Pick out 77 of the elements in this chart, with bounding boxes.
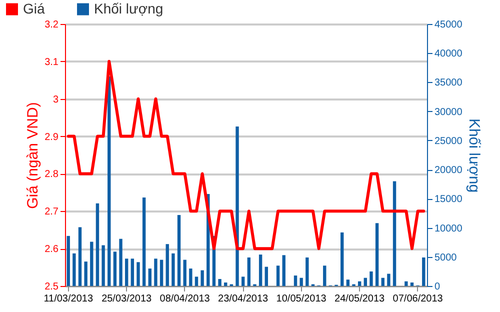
y2-tick-label: 30000 xyxy=(434,106,463,118)
x-tick-label: 25/03/2013 xyxy=(102,294,152,304)
bar xyxy=(130,258,134,286)
bar xyxy=(78,227,82,286)
bar xyxy=(113,252,117,286)
bar xyxy=(404,281,408,286)
bar xyxy=(84,262,88,286)
bar xyxy=(194,276,198,286)
bar xyxy=(276,266,280,286)
y2-tick-label: 35000 xyxy=(434,78,463,89)
bar xyxy=(358,281,362,286)
bar xyxy=(340,232,344,286)
x-tick-label: 07/06/2013 xyxy=(392,294,444,304)
y-tick-label: 3.1 xyxy=(44,56,59,68)
x-tick-label: 11/03/2013 xyxy=(44,294,94,304)
bar xyxy=(218,279,222,286)
bar xyxy=(300,278,303,286)
bar xyxy=(72,253,76,286)
bar xyxy=(124,258,128,286)
x-tick-label: 08/04/2013 xyxy=(160,294,210,304)
x-tick-label: 10/05/2013 xyxy=(276,294,327,304)
y2-tick-label: 10000 xyxy=(434,223,463,234)
y2-tick-label: 25000 xyxy=(434,136,463,147)
bar xyxy=(108,76,111,286)
y2-tick-label: 0 xyxy=(434,282,440,292)
bar xyxy=(387,274,390,286)
bar xyxy=(119,238,122,286)
bar xyxy=(294,276,298,286)
bar xyxy=(370,271,373,286)
bar xyxy=(258,254,262,286)
bar xyxy=(142,198,146,286)
bar xyxy=(66,236,70,286)
y-axis-title: Giá (ngàn VND) xyxy=(24,102,42,209)
y2-tick-label: 40000 xyxy=(434,48,463,60)
bar xyxy=(247,257,251,286)
y-tick-label: 3.2 xyxy=(44,20,59,30)
legend-label: Khối lượng xyxy=(94,0,164,16)
bar xyxy=(189,268,192,286)
x-tick-label: 23/04/2013 xyxy=(218,294,269,304)
bar xyxy=(323,266,326,286)
bar xyxy=(200,270,204,286)
bar xyxy=(392,181,396,286)
y2-axis-title: Khối lượng xyxy=(465,118,482,193)
y-tick-label: 2.7 xyxy=(44,206,59,218)
bar xyxy=(224,282,228,286)
bar xyxy=(306,257,309,286)
y-tick-label: 2.8 xyxy=(44,169,59,180)
bar xyxy=(381,278,384,286)
bar xyxy=(241,276,245,286)
bar xyxy=(136,262,140,286)
x-tick-label: 24/05/2013 xyxy=(334,294,386,304)
bar xyxy=(410,282,414,286)
y-tick-label: 2.6 xyxy=(44,244,59,256)
y2-tick-label: 15000 xyxy=(434,194,463,206)
y-tick-label: 3 xyxy=(52,94,59,106)
y-tick-label: 2.5 xyxy=(44,282,59,292)
bar xyxy=(177,214,181,286)
y2-tick-label: 20000 xyxy=(434,165,463,176)
bar xyxy=(364,278,368,286)
legend-label: Giá xyxy=(23,0,45,16)
bar xyxy=(183,260,186,286)
bar xyxy=(236,126,239,286)
bar xyxy=(166,244,169,286)
bar xyxy=(102,245,105,286)
bar xyxy=(172,253,175,286)
bar xyxy=(375,223,379,286)
bar xyxy=(160,260,164,286)
bar xyxy=(282,255,286,286)
y2-tick-label: 5000 xyxy=(434,252,458,264)
bar xyxy=(154,258,158,286)
bar xyxy=(96,203,100,286)
bar xyxy=(148,268,152,286)
y2-tick-label: 45000 xyxy=(434,20,463,30)
bar xyxy=(90,242,94,286)
y-tick-label: 2.9 xyxy=(44,132,59,143)
bar xyxy=(264,266,268,286)
bar xyxy=(346,280,350,286)
